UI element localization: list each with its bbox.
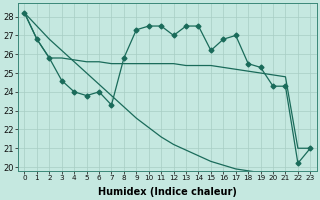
X-axis label: Humidex (Indice chaleur): Humidex (Indice chaleur): [98, 187, 237, 197]
